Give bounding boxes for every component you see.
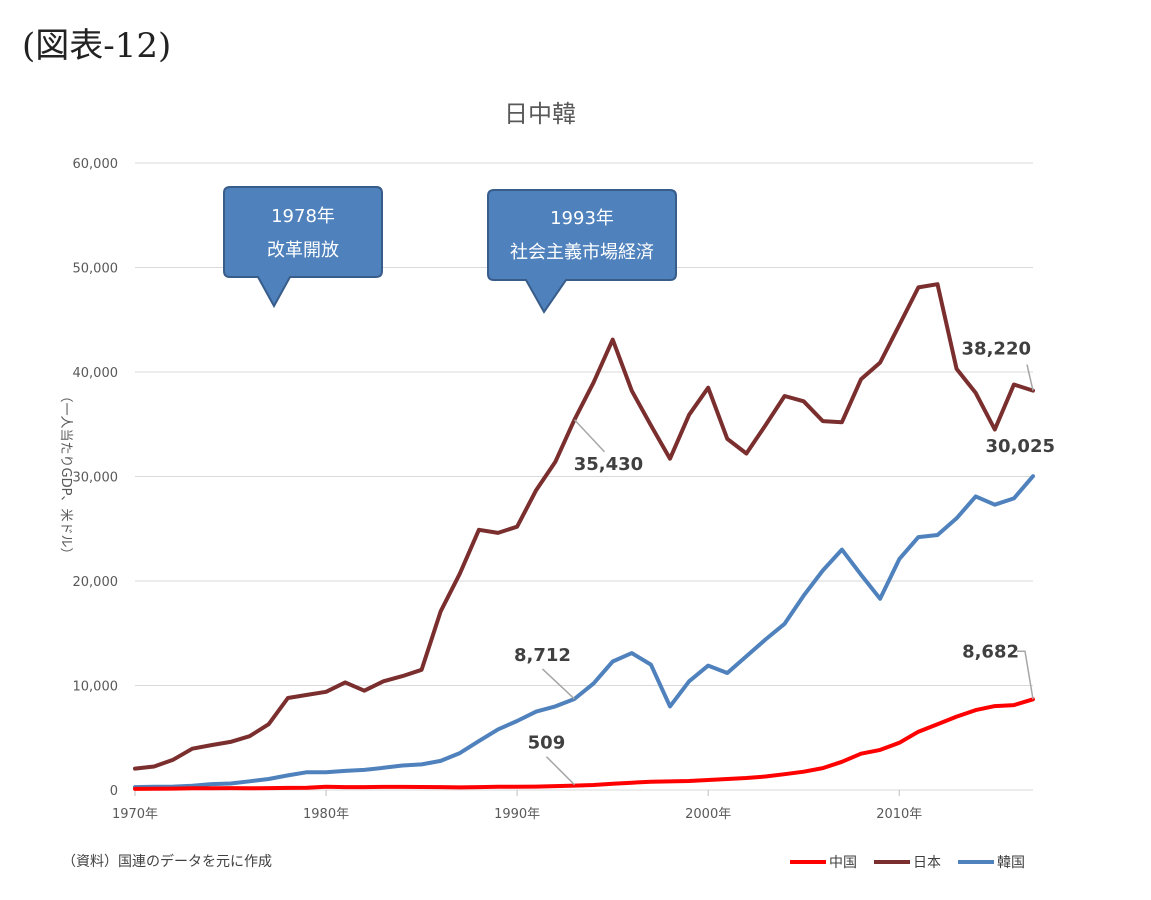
y-tick-label: 60,000 [73, 157, 119, 172]
source-note: （資料）国連のデータを元に作成 [62, 853, 272, 870]
y-tick-label: 40,000 [73, 366, 119, 381]
data-label-china_2017: 8,682 [962, 641, 1019, 662]
series-lines [133, 282, 1035, 791]
x-tick-label: 1990年 [494, 807, 540, 822]
x-tick-label: 1980年 [303, 807, 349, 822]
callout-market-year: 1993年 [550, 208, 614, 229]
y-tick-label: 10,000 [73, 680, 119, 695]
callout-reform-shape [223, 186, 383, 309]
legend-label-japan: 日本 [913, 855, 941, 871]
callout-reform-year: 1978年 [271, 206, 335, 227]
data-label-china_1993: 509 [528, 733, 566, 754]
y-axis-label: （一人当たりGDP、米ドル） [58, 390, 73, 561]
y-tick-label: 50,000 [73, 262, 119, 277]
series-line-china [133, 697, 1035, 791]
y-axis-ticks: 0 10,000 20,000 30,000 40,000 50,000 60,000 [73, 157, 119, 799]
x-tick-label: 1970年 [112, 807, 158, 822]
legend-label-china: 中国 [829, 855, 857, 871]
data-label-japan_1993: 35,430 [574, 454, 643, 475]
callout-market: 1993年 社会主義市場経済 [487, 189, 677, 314]
data-labels: 509 35,430 8,712 38,220 30,025 8,682 [514, 339, 1055, 786]
data-label-korea_1993: 8,712 [514, 645, 571, 666]
callout-reform: 1978年 改革開放 [223, 186, 383, 309]
series-line-korea [133, 474, 1035, 790]
callout-market-label: 社会主義市場経済 [510, 242, 654, 263]
y-tick-label: 20,000 [73, 575, 119, 590]
callout-market-shape [487, 189, 677, 314]
legend: 中国 日本 韓国 [790, 855, 1025, 871]
callout-reform-label: 改革開放 [267, 240, 339, 261]
x-tick-label: 2010年 [876, 807, 922, 822]
leader-line-china_1993 [545, 756, 575, 786]
legend-label-korea: 韓国 [997, 855, 1025, 871]
x-axis-ticks: 1970年 1980年 1990年 2000年 2010年 [112, 790, 922, 822]
figure-label: (図表-12) [22, 26, 172, 66]
leader-line-japan_2017 [1026, 364, 1034, 391]
series-line-japan [133, 282, 1035, 771]
x-tick-label: 2000年 [685, 807, 731, 822]
data-label-japan_2017: 38,220 [962, 339, 1031, 360]
leader-line-japan_1993 [573, 419, 605, 453]
leader-line-korea_1993 [541, 668, 575, 700]
data-label-korea_2017: 30,025 [986, 436, 1055, 457]
leader-line-china_2017 [1017, 650, 1034, 700]
y-tick-label: 30,000 [73, 471, 119, 486]
chart-title: 日中韓 [504, 100, 576, 128]
y-tick-label: 0 [110, 784, 118, 799]
